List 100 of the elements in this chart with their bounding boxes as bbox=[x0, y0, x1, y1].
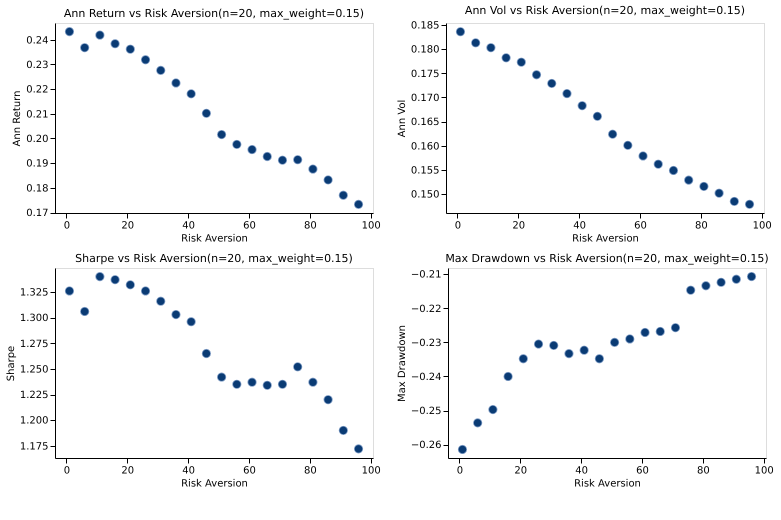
chart-title: Sharpe vs Risk Aversion(n=20, max_weight=0.15) bbox=[75, 252, 353, 265]
point bbox=[64, 286, 74, 296]
y-tick-label: 1.300 bbox=[20, 313, 48, 324]
x-tick-label: 60 bbox=[243, 466, 256, 476]
chart-title: Max Drawdown vs Risk Aversion(n=20, max_weight=0.15) bbox=[445, 252, 769, 265]
point bbox=[262, 380, 272, 390]
x-tick-label: 0 bbox=[64, 220, 70, 232]
point bbox=[95, 30, 104, 40]
point bbox=[654, 160, 663, 169]
y-tick-label: 1.250 bbox=[20, 364, 48, 376]
point bbox=[502, 53, 511, 62]
y-tick-label: 0.21 bbox=[26, 109, 48, 120]
x-tick-label: 60 bbox=[636, 466, 649, 476]
point bbox=[217, 372, 226, 382]
point bbox=[202, 348, 211, 358]
point bbox=[730, 196, 739, 206]
x-tick-label: 0 bbox=[454, 220, 462, 232]
x-tick-label: 40 bbox=[575, 466, 588, 476]
y-tick-label: 0.160 bbox=[410, 141, 440, 152]
point bbox=[126, 280, 135, 290]
point bbox=[278, 156, 288, 165]
point bbox=[746, 272, 756, 282]
point bbox=[668, 166, 678, 176]
point bbox=[532, 70, 542, 80]
y-tick-label: 1.275 bbox=[20, 338, 48, 350]
y-tick-label: 0.180 bbox=[410, 44, 440, 56]
y-tick-label: 0.175 bbox=[410, 68, 440, 80]
y-axis-title: Max Drawdown bbox=[396, 325, 408, 402]
point bbox=[324, 395, 333, 404]
point bbox=[656, 326, 665, 336]
x-axis-title: Risk Aversion bbox=[181, 478, 248, 490]
point bbox=[80, 43, 90, 52]
y-tick-label: −0.22 bbox=[410, 304, 442, 315]
point bbox=[684, 176, 694, 185]
point bbox=[623, 140, 632, 150]
point bbox=[156, 296, 166, 306]
x-tick-label: 40 bbox=[182, 466, 195, 476]
point bbox=[186, 317, 196, 326]
y-tick-label: 0.23 bbox=[26, 60, 48, 71]
point bbox=[308, 378, 318, 387]
point bbox=[354, 444, 364, 454]
point bbox=[504, 372, 513, 382]
x-axis-title: Risk Aversion bbox=[181, 234, 248, 244]
point bbox=[744, 200, 754, 209]
y-axis-title: Sharpe bbox=[6, 346, 17, 382]
point bbox=[232, 140, 242, 149]
point bbox=[278, 380, 288, 389]
point bbox=[732, 274, 741, 284]
point bbox=[701, 281, 710, 290]
point bbox=[110, 275, 120, 284]
x-tick-label: 20 bbox=[512, 220, 526, 232]
y-axis-title: Ann Vol bbox=[396, 100, 408, 138]
y-tick-label: 0.150 bbox=[410, 190, 440, 201]
point bbox=[140, 55, 150, 64]
point bbox=[670, 323, 680, 332]
x-tick-label: 100 bbox=[362, 466, 381, 476]
point bbox=[95, 272, 104, 282]
point bbox=[171, 310, 181, 320]
x-tick-label: 100 bbox=[752, 220, 772, 232]
point bbox=[308, 164, 318, 174]
point bbox=[473, 418, 482, 428]
point bbox=[186, 89, 196, 98]
y-tick-label: −0.23 bbox=[410, 338, 442, 349]
point bbox=[714, 188, 724, 198]
point bbox=[686, 286, 696, 295]
x-tick-label: 0 bbox=[456, 466, 464, 476]
x-tick-label: 0 bbox=[64, 466, 70, 476]
point bbox=[592, 112, 602, 121]
x-tick-label: 80 bbox=[304, 466, 317, 476]
point bbox=[516, 58, 526, 67]
point bbox=[293, 362, 302, 372]
point bbox=[262, 152, 272, 162]
point bbox=[625, 334, 634, 344]
y-tick-label: 0.17 bbox=[26, 208, 48, 220]
point bbox=[580, 346, 589, 355]
point bbox=[293, 155, 302, 164]
point bbox=[324, 175, 333, 185]
chart-title: Ann Vol vs Risk Aversion(n=20, max_weight=0.15) bbox=[464, 4, 746, 17]
point bbox=[562, 89, 572, 98]
point bbox=[456, 27, 466, 36]
point bbox=[110, 39, 120, 48]
y-tick-label: 0.19 bbox=[26, 158, 48, 170]
y-tick-label: 1.175 bbox=[20, 441, 48, 452]
y-tick-label: −0.25 bbox=[410, 406, 442, 418]
x-tick-label: 60 bbox=[243, 220, 256, 232]
x-tick-label: 80 bbox=[696, 466, 710, 476]
y-tick-label: 0.18 bbox=[26, 183, 48, 194]
point bbox=[547, 78, 556, 88]
point bbox=[247, 378, 257, 387]
point bbox=[126, 44, 135, 54]
point bbox=[471, 38, 480, 48]
y-tick-label: 0.22 bbox=[26, 84, 48, 96]
x-axis-title: Risk Aversion bbox=[572, 234, 639, 244]
y-axis-title: Ann Return bbox=[12, 90, 24, 146]
y-tick-label: −0.24 bbox=[410, 372, 442, 383]
y-tick-label: 0.170 bbox=[410, 92, 440, 104]
x-tick-label: 20 bbox=[121, 466, 134, 476]
y-tick-label: −0.21 bbox=[410, 270, 442, 281]
point bbox=[354, 200, 364, 209]
y-tick-label: 1.225 bbox=[20, 390, 48, 402]
